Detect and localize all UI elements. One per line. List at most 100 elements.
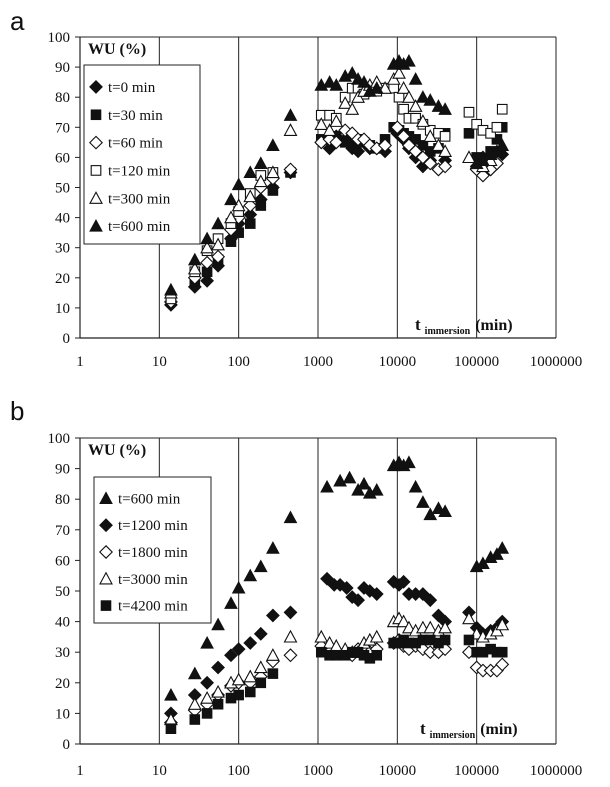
data-point [266,138,280,151]
data-point [415,114,430,127]
series-t-600-min [164,455,510,701]
series-t-3000-min [164,611,510,726]
legend-label: t=1800 min [118,545,188,561]
data-point [402,90,416,103]
data-point [253,559,268,573]
y-tick-label: 50 [55,181,70,197]
data-point [243,636,258,650]
legend-label: t=600 min [108,219,171,235]
data-point [390,120,405,135]
data-point [255,677,267,689]
data-point [489,623,504,637]
legend-label: t=3000 min [118,572,188,588]
data-point [423,507,438,521]
data-point [243,189,258,203]
data-point [266,541,280,554]
data-point [495,657,510,672]
y-tick-label: 80 [55,492,70,508]
x-axis-label: t immersion (min) [420,719,518,741]
data-point [496,646,508,658]
data-point [369,81,384,94]
data-point [329,135,344,150]
x-tick-label: 10 [152,354,167,370]
data-point [244,218,256,229]
legend: t=0 min t=30 min t=60 min t=120 min t=300 mi… [83,64,201,245]
data-point [423,620,438,634]
data-point [396,574,411,589]
data-point [330,649,342,661]
legend-label: t=60 min [108,136,163,152]
data-point [495,617,510,631]
y-tick-label: 90 [55,60,70,76]
data-point [476,556,490,570]
data-point [231,177,246,191]
data-point [496,103,508,115]
data-point [314,629,329,643]
data-point [416,90,430,103]
legend-marker [89,191,103,204]
data-point [164,282,178,296]
data-point [333,473,347,487]
data-point [342,470,357,484]
legend-label: t=4200 min [118,599,188,615]
legend-marker [89,80,103,94]
series-t-1200-min [164,571,510,721]
data-point [200,240,215,254]
data-point [283,648,298,663]
data-point [439,130,451,142]
legend-box [83,64,201,245]
data-point [491,121,503,133]
x-tick-label: 100 [227,763,250,779]
data-point [378,81,392,94]
data-point [231,642,246,657]
data-point [463,106,475,118]
data-point [345,66,360,79]
data-point [231,672,246,686]
x-tick-label: 10 [152,763,167,779]
data-point [431,99,446,112]
y-tick-label: 60 [55,553,70,569]
data-point [402,455,416,469]
data-point [408,99,423,112]
series-t-120-min [165,82,508,305]
data-point [351,482,365,496]
data-point [224,210,238,224]
data-point [351,144,365,159]
data-point [495,541,510,554]
data-point [189,714,201,725]
data-point [187,252,202,266]
data-point [267,185,279,196]
data-point [211,249,226,264]
series-t-4200-min [165,634,508,735]
legend-marker [99,571,113,585]
data-point [200,635,214,649]
legend-marker [100,600,112,611]
data-point [475,168,490,183]
legend-marker [90,109,102,121]
data-point [187,697,202,710]
data-point [265,608,280,623]
panel-letter-b: b [10,396,24,426]
data-point [398,103,409,115]
data-point [243,165,258,179]
y-tick-label: 100 [48,431,71,447]
data-point [423,156,438,171]
data-point [396,81,411,94]
data-point [231,580,246,594]
y-tick-label: 0 [63,331,71,347]
data-point [165,723,177,735]
data-point [415,587,430,601]
y-tick-label: 40 [55,211,70,227]
x-axis-label: t immersion (min) [415,315,513,337]
data-point [357,476,371,490]
y-axis-label: WU (%) [88,41,146,58]
x-tick-label: 1 [76,763,84,779]
y-tick-label: 20 [55,271,70,287]
data-point [200,273,215,288]
data-point [369,629,384,643]
data-point [211,237,225,251]
data-point [338,96,353,109]
series-t-30-min [165,122,508,305]
x-tick-label: 10000 [379,354,417,370]
data-point [322,635,337,649]
